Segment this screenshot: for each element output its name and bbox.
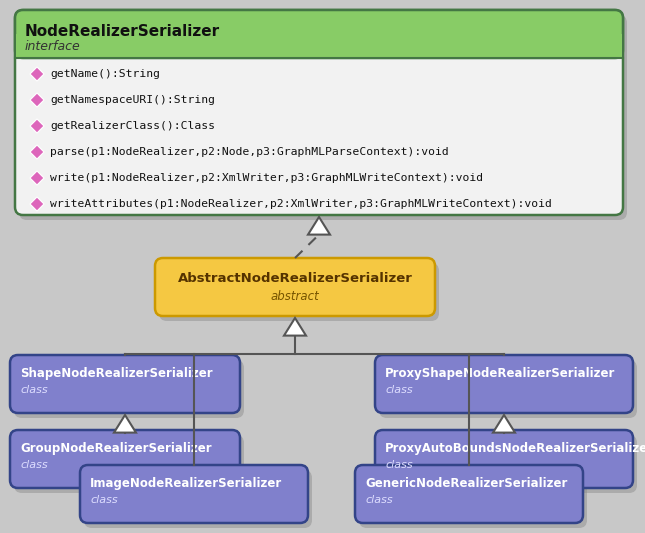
Text: getName():String: getName():String — [50, 69, 160, 79]
Polygon shape — [30, 93, 44, 107]
FancyBboxPatch shape — [375, 355, 633, 413]
FancyBboxPatch shape — [379, 435, 637, 493]
FancyBboxPatch shape — [379, 360, 637, 418]
FancyBboxPatch shape — [10, 355, 240, 413]
FancyBboxPatch shape — [19, 15, 627, 220]
Text: ImageNodeRealizerSerializer: ImageNodeRealizerSerializer — [90, 477, 283, 490]
Polygon shape — [493, 415, 515, 433]
Polygon shape — [30, 197, 44, 211]
Polygon shape — [308, 217, 330, 235]
Text: ProxyShapeNodeRealizerSerializer: ProxyShapeNodeRealizerSerializer — [385, 367, 615, 380]
Polygon shape — [30, 171, 44, 185]
Polygon shape — [114, 415, 136, 433]
Text: ProxyAutoBoundsNodeRealizerSerializer: ProxyAutoBoundsNodeRealizerSerializer — [385, 442, 645, 455]
Polygon shape — [30, 67, 44, 81]
FancyBboxPatch shape — [375, 430, 633, 488]
Text: GenericNodeRealizerSerializer: GenericNodeRealizerSerializer — [365, 477, 568, 490]
Text: class: class — [385, 385, 413, 395]
Text: AbstractNodeRealizerSerializer: AbstractNodeRealizerSerializer — [177, 272, 412, 285]
Text: class: class — [20, 385, 48, 395]
FancyBboxPatch shape — [80, 465, 308, 523]
FancyBboxPatch shape — [159, 263, 439, 321]
Polygon shape — [30, 119, 44, 133]
Bar — [16, 34, 622, 58]
Text: class: class — [20, 460, 48, 470]
Polygon shape — [30, 145, 44, 159]
Text: ShapeNodeRealizerSerializer: ShapeNodeRealizerSerializer — [20, 367, 213, 380]
Text: getNamespaceURI():String: getNamespaceURI():String — [50, 95, 215, 105]
FancyBboxPatch shape — [15, 10, 623, 58]
FancyBboxPatch shape — [10, 430, 240, 488]
Text: write(p1:NodeRealizer,p2:XmlWriter,p3:GraphMLWriteContext):void: write(p1:NodeRealizer,p2:XmlWriter,p3:Gr… — [50, 173, 483, 183]
FancyBboxPatch shape — [15, 10, 623, 215]
Polygon shape — [284, 318, 306, 336]
FancyBboxPatch shape — [84, 470, 312, 528]
Text: class: class — [365, 495, 393, 505]
FancyBboxPatch shape — [14, 360, 244, 418]
Text: abstract: abstract — [271, 290, 319, 303]
Text: parse(p1:NodeRealizer,p2:Node,p3:GraphMLParseContext):void: parse(p1:NodeRealizer,p2:Node,p3:GraphML… — [50, 147, 449, 157]
Text: interface: interface — [25, 40, 81, 53]
FancyBboxPatch shape — [355, 465, 583, 523]
FancyBboxPatch shape — [155, 258, 435, 316]
Text: getRealizerClass():Class: getRealizerClass():Class — [50, 121, 215, 131]
Text: GroupNodeRealizerSerializer: GroupNodeRealizerSerializer — [20, 442, 212, 455]
Text: writeAttributes(p1:NodeRealizer,p2:XmlWriter,p3:GraphMLWriteContext):void: writeAttributes(p1:NodeRealizer,p2:XmlWr… — [50, 199, 552, 209]
Text: class: class — [90, 495, 117, 505]
Text: NodeRealizerSerializer: NodeRealizerSerializer — [25, 24, 220, 39]
Text: class: class — [385, 460, 413, 470]
FancyBboxPatch shape — [359, 470, 587, 528]
FancyBboxPatch shape — [14, 435, 244, 493]
